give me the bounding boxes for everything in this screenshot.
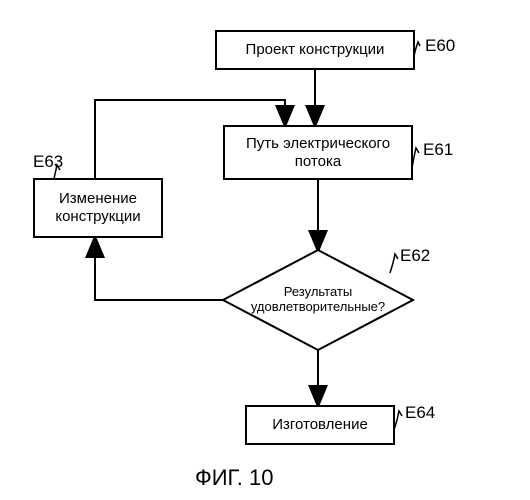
- ext-label-connector-4: [394, 411, 402, 430]
- node-e64: Изготовление: [245, 405, 395, 445]
- node-e62-text: Результаты удовлетворительные?: [223, 250, 413, 350]
- node-label: Путь электрического потока: [229, 135, 407, 171]
- node-e61: Путь электрического потока: [223, 125, 413, 180]
- ext-label-e62: E62: [400, 246, 430, 266]
- ext-label-e63: E63: [33, 152, 63, 172]
- ext-label-connector-1: [412, 148, 419, 168]
- ext-label-e61: E61: [423, 140, 453, 160]
- node-label: Изготовление: [272, 416, 368, 434]
- ext-label-e60: E60: [425, 36, 455, 56]
- ext-label-e64: E64: [405, 403, 435, 423]
- node-label: Проект конструкции: [246, 41, 385, 59]
- node-label: Результаты удовлетворительные?: [237, 285, 399, 315]
- node-e60: Проект конструкции: [215, 30, 415, 70]
- node-label: Изменение конструкции: [39, 190, 157, 226]
- edge-e62-e63: [95, 238, 223, 300]
- figure-caption: ФИГ. 10: [195, 465, 273, 491]
- flowchart-canvas: Проект конструкции E60 Путь электрического…: [0, 0, 530, 500]
- node-e63: Изменение конструкции: [33, 178, 163, 238]
